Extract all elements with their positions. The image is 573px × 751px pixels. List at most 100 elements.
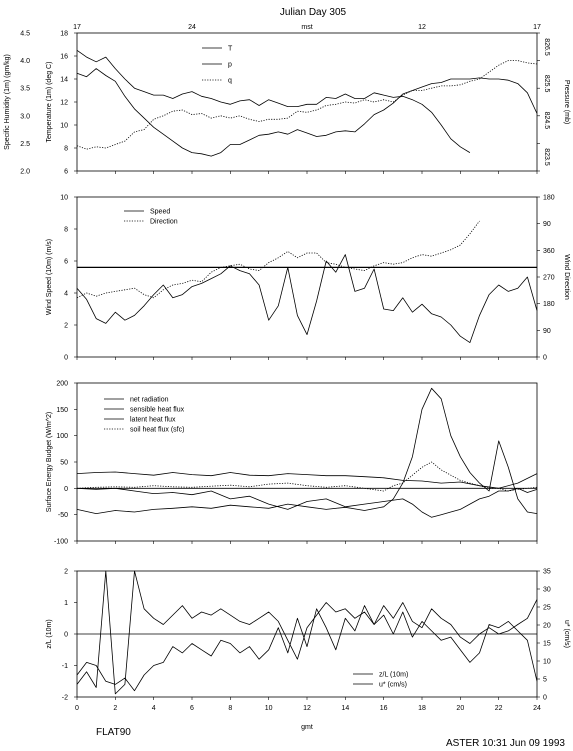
y-tick-label: 1 (64, 600, 68, 607)
x-axis-label: gmt (301, 724, 313, 731)
series-line-q (76, 60, 538, 150)
y2-tick-label: 180 (543, 301, 555, 308)
y2-tick-label: 90 (543, 328, 551, 335)
x-tick-label: 24 (533, 705, 541, 712)
y-tick-label: -100 (54, 539, 68, 546)
y2-tick-label: 270 (543, 275, 555, 282)
x-tick-label: 12 (303, 705, 311, 712)
legend-label: z/L (10m) (379, 672, 408, 679)
plot-frame (76, 32, 538, 172)
series-line-speed (76, 254, 538, 344)
x-tick-label: 4 (152, 705, 156, 712)
x-tick-label: 0 (75, 705, 79, 712)
y2-tick-label: 10 (543, 659, 551, 666)
y-tick-label: 10 (60, 195, 68, 202)
top-axis-tick-label: 24 (188, 24, 196, 31)
y2-tick-label: 35 (543, 569, 551, 576)
y-tick-label: 12 (60, 100, 68, 107)
legend-label: Direction (150, 219, 178, 226)
y2-tick-label: 180 (543, 195, 555, 202)
y-tick-label: 2 (64, 569, 68, 576)
y-tick-label: 14 (60, 77, 68, 84)
y2-tick-label: 30 (543, 587, 551, 594)
top-axis-tick-label: 17 (533, 24, 541, 31)
y2-tick-label: 0 (543, 355, 547, 362)
panel-met: 6 8 10 12 14 16 18 2.0 2.5 3.0 3.5 4.0 4.5 823.5 824.5… (4, 31, 570, 176)
y-axis-label: Surface Energy Budget (W/m^2) (46, 412, 53, 513)
series-line-t (76, 49, 471, 153)
footer-timestamp: ASTER 10:31 Jun 09 1993 (446, 738, 565, 749)
y-axis-label: Temperature (1m) (deg C) (46, 62, 53, 143)
y2-axis-label: Specific Humidity (1m) (gm/kg) (4, 54, 11, 150)
y-tick-label: 50 (60, 460, 68, 467)
top-axis-tick-label: 17 (73, 24, 81, 31)
y3-tick-label: 825.5 (543, 75, 550, 93)
series-line-net-radiation (76, 387, 538, 514)
y-tick-label: 6 (64, 259, 68, 266)
y2-tick-label: 3.5 (20, 86, 30, 93)
y-tick-label: -2 (62, 695, 68, 702)
series-line-direction (76, 220, 480, 299)
y3-axis-label: Pressure (mb) (563, 80, 570, 124)
legend-label: sensible heat flux (130, 407, 185, 414)
y-axis-label: Wind Speed (10m) (m/s) (46, 239, 53, 315)
y-tick-label: 0 (64, 355, 68, 362)
y-tick-label: 150 (56, 407, 68, 414)
series-line-u-cm-s- (76, 605, 538, 692)
y-tick-label: -1 (62, 663, 68, 670)
y-tick-label: 4 (64, 291, 68, 298)
y2-tick-label: 4.5 (20, 31, 30, 38)
y-tick-label: 0 (64, 632, 68, 639)
x-tick-label: 14 (341, 705, 349, 712)
top-axis-ticks: 17 24 mst 12 17 (73, 24, 541, 31)
y2-tick-label: 2.5 (20, 141, 30, 148)
y-axis-label: z/L (10m) (46, 619, 53, 648)
legend-label: soil heat flux (sfc) (130, 427, 184, 434)
panel-energy: -100 -50 0 50 100 150 200 Surface Energy Budget… (46, 381, 538, 546)
y2-axis-label: u* (cm/s) (563, 620, 570, 648)
x-tick-label: 6 (190, 705, 194, 712)
x-tick-label: 2 (113, 705, 117, 712)
panels: 6810121416182.02.53.03.54.04.5823.5824.5… (4, 31, 570, 732)
y-tick-label: 18 (60, 31, 68, 38)
y-tick-label: 200 (56, 381, 68, 388)
legend-label: p (228, 62, 232, 69)
y-tick-label: 6 (64, 169, 68, 176)
series-line-soil-heat-flux-sfc- (76, 461, 538, 492)
legend-label: Speed (150, 209, 170, 216)
y-tick-label: 10 (60, 123, 68, 130)
y2-tick-label: 360 (543, 248, 555, 255)
x-tick-label: 8 (228, 705, 232, 712)
series-line-sensible-heat-flux (76, 471, 538, 489)
x-tick-label: 10 (265, 705, 273, 712)
legend-label: q (228, 78, 232, 85)
y-tick-label: -50 (58, 512, 68, 519)
y3-tick-label: 826.5 (543, 38, 550, 56)
figure-title: Julian Day 305 (280, 7, 347, 18)
y-tick-label: 8 (64, 146, 68, 153)
y2-tick-label: 4.0 (20, 58, 30, 65)
y2-tick-label: 90 (543, 221, 551, 228)
x-tick-label: 16 (380, 705, 388, 712)
y2-tick-label: 0 (543, 695, 547, 702)
x-tick-label: 22 (495, 705, 503, 712)
y-tick-label: 2 (64, 323, 68, 330)
y2-tick-label: 5 (543, 677, 547, 684)
plot-frame (76, 196, 538, 358)
y-tick-label: 16 (60, 54, 68, 61)
y2-tick-label: 25 (543, 605, 551, 612)
y2-tick-label: 3.0 (20, 113, 30, 120)
y3-tick-label: 823.5 (543, 148, 550, 166)
legend-label: net radiation (130, 397, 169, 404)
y2-tick-label: 15 (543, 641, 551, 648)
y3-tick-label: 824.5 (543, 112, 550, 130)
station-label: FLAT90 (96, 727, 131, 738)
legend-label: T (228, 46, 233, 53)
legend-label: latent heat flux (130, 417, 176, 424)
x-tick-label: 18 (418, 705, 426, 712)
y-tick-label: 100 (56, 433, 68, 440)
y2-axis-label: Wind Direction (563, 254, 570, 300)
top-axis-tick-label: 12 (418, 24, 426, 31)
